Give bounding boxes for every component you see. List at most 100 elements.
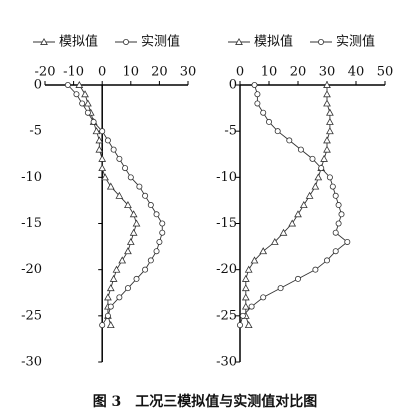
circle-marker (79, 100, 86, 107)
circle-marker (309, 155, 316, 162)
triangle-marker (124, 201, 132, 208)
x-tick-label: 20 (151, 65, 168, 80)
y-tick-label: -15 (216, 216, 237, 231)
x-tick-label: 20 (290, 65, 307, 80)
y-tick-label: 0 (229, 78, 237, 93)
circle-marker (110, 146, 117, 153)
caption: 图 3 工况三模拟值与实测值对比图 (93, 393, 318, 410)
circle-marker (329, 183, 336, 190)
circle-marker (84, 109, 91, 116)
circle-marker (90, 118, 97, 125)
circle-marker (254, 100, 261, 107)
y-tick-label: -10 (21, 170, 42, 185)
circle-marker (254, 91, 261, 98)
triangle-marker (279, 228, 288, 236)
circle-marker (236, 322, 243, 329)
y-tick-label: -30 (216, 355, 237, 370)
triangle-marker (98, 164, 107, 172)
triangle-marker (112, 265, 121, 273)
x-tick-label: 30 (319, 65, 336, 80)
triangle-marker (326, 108, 334, 116)
triangle-marker (244, 265, 253, 273)
y-tick-label: -5 (29, 124, 42, 139)
circle-marker (286, 137, 293, 144)
circle-marker (338, 211, 345, 218)
circle-marker (142, 192, 149, 199)
y-tick-label: -20 (216, 262, 237, 277)
triangle-marker (299, 201, 308, 208)
y-tick-label: -25 (216, 308, 237, 323)
circle-marker (274, 128, 281, 135)
circle-marker (239, 312, 246, 319)
x-tick-label: 30 (180, 65, 197, 80)
triangle-marker (323, 145, 331, 153)
circle-marker (104, 137, 111, 144)
triangle-marker (106, 182, 115, 190)
legend-label: 模拟值 (254, 34, 293, 50)
triangle-marker (244, 321, 253, 329)
legend-label: 实测值 (141, 34, 180, 50)
triangle-marker (323, 90, 331, 98)
triangle-marker (95, 145, 104, 153)
circle-marker (260, 109, 267, 116)
circle-marker (136, 183, 143, 190)
triangle-marker (81, 90, 89, 98)
triangle-marker (84, 99, 92, 107)
circle-marker (332, 192, 339, 199)
circle-marker (297, 146, 304, 153)
triangle-marker (288, 219, 297, 227)
circle-marker (99, 322, 106, 329)
y-tick-label: -5 (224, 124, 237, 139)
triangle-marker (106, 284, 115, 292)
x-tick-label: 10 (123, 65, 140, 80)
y-tick-label: -30 (21, 355, 42, 370)
x-tick-label: 50 (377, 65, 394, 80)
circle-marker (260, 294, 267, 301)
triangle-marker (118, 256, 127, 264)
circle-marker (312, 266, 319, 273)
triangle-marker (132, 219, 141, 227)
triangle-marker (259, 247, 268, 255)
circle-marker (147, 257, 154, 264)
triangle-marker (320, 154, 328, 162)
circle-marker (127, 174, 134, 181)
circle-marker (153, 211, 160, 218)
triangle-marker (326, 117, 334, 125)
circle-marker (294, 275, 301, 282)
triangle-marker (241, 274, 250, 282)
circle-marker (64, 82, 71, 89)
triangle-marker (323, 80, 331, 88)
circle-marker (123, 39, 130, 46)
triangle-marker (241, 302, 250, 310)
x-tick-label: -20 (35, 65, 56, 80)
circle-marker (265, 118, 272, 125)
circle-marker (107, 303, 114, 310)
triangle-marker (98, 154, 107, 162)
x-tick-label: 0 (98, 65, 106, 80)
legend-label: 模拟值 (59, 34, 98, 50)
triangle-marker (115, 191, 124, 199)
circle-marker (332, 248, 339, 255)
y-tick-label: -15 (21, 216, 42, 231)
triangle-marker (250, 256, 259, 264)
x-tick-label: -10 (63, 65, 84, 80)
circle-marker (156, 238, 163, 245)
circle-marker (99, 128, 106, 135)
y-tick-label: -10 (216, 170, 237, 185)
circle-marker (159, 220, 166, 227)
triangle-marker (129, 210, 138, 218)
circle-marker (335, 220, 342, 227)
triangle-marker (314, 173, 323, 181)
triangle-marker (95, 136, 104, 144)
y-tick-label: -25 (21, 308, 42, 323)
circle-marker (147, 202, 154, 209)
series-line (245, 85, 331, 326)
circle-marker (332, 229, 339, 236)
legend-label: 实测值 (336, 34, 375, 50)
triangle-marker (323, 136, 331, 144)
y-tick-label: -20 (21, 262, 42, 277)
triangle-marker (40, 37, 48, 45)
x-tick-label: 0 (236, 65, 244, 80)
triangle-marker (126, 237, 135, 245)
